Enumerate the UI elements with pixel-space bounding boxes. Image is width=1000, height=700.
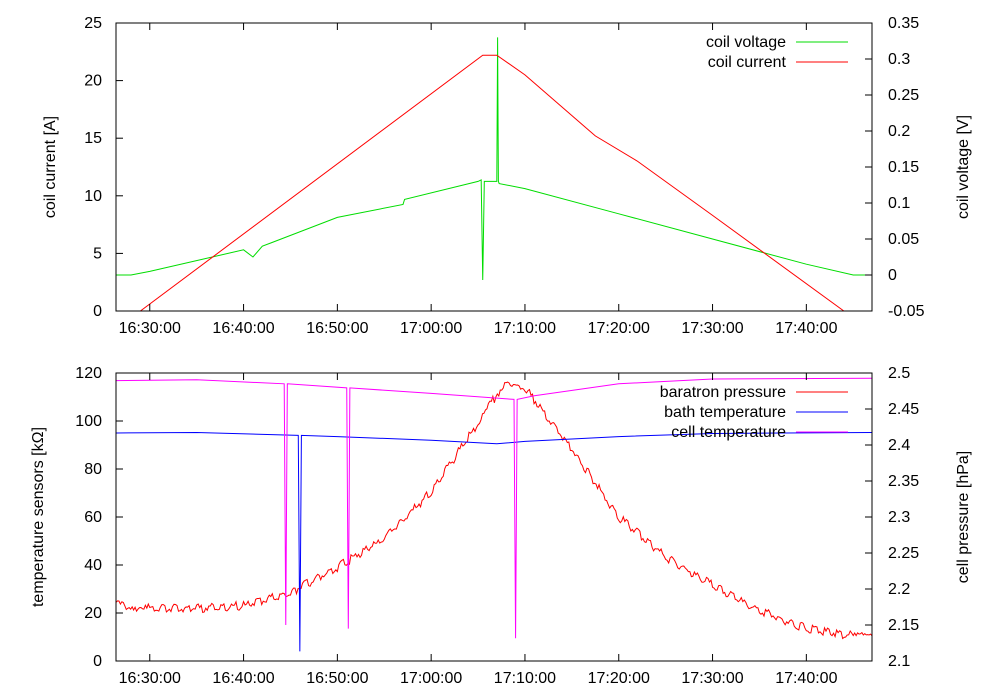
y2-tick-label: 0.15 bbox=[888, 159, 919, 176]
series-line-coil-voltage bbox=[116, 37, 872, 281]
x-tick-label: 17:00:00 bbox=[400, 320, 462, 337]
y2-axis-label: coil voltage [V] bbox=[955, 115, 972, 219]
x-tick-label: 16:30:00 bbox=[119, 320, 181, 337]
y2-tick-label: 0.05 bbox=[888, 231, 919, 248]
x-tick-label: 16:30:00 bbox=[119, 670, 181, 687]
x-tick-label: 17:00:00 bbox=[400, 670, 462, 687]
legend-label: cell temperature bbox=[671, 424, 786, 441]
y-tick-label: 5 bbox=[93, 245, 102, 262]
y-tick-label: 25 bbox=[84, 15, 102, 32]
series-line-coil-current bbox=[139, 54, 845, 311]
y2-tick-label: 2.3 bbox=[888, 509, 910, 526]
y-tick-label: 20 bbox=[84, 605, 102, 622]
y2-axis-label: cell pressure [hPa] bbox=[955, 451, 972, 584]
x-tick-label: 17:30:00 bbox=[681, 670, 743, 687]
legend-label: coil voltage bbox=[706, 34, 786, 51]
y2-tick-label: 2.25 bbox=[888, 545, 919, 562]
y-tick-label: 0 bbox=[93, 653, 102, 670]
x-tick-label: 17:40:00 bbox=[775, 670, 837, 687]
legend-label: baratron pressure bbox=[660, 384, 786, 401]
y2-tick-label: 0.3 bbox=[888, 51, 910, 68]
y2-tick-label: 0.2 bbox=[888, 123, 910, 140]
top-panel: 16:30:00 16:40:00 16:50:00 17:00:00 17:10:00… bbox=[42, 15, 972, 337]
y-tick-label: 0 bbox=[93, 303, 102, 320]
y2-tick-label: 2.35 bbox=[888, 473, 919, 490]
series-line-bath-temperature bbox=[116, 432, 872, 652]
y2-tick-label: 2.2 bbox=[888, 581, 910, 598]
y2-tick-label: 0 bbox=[888, 267, 897, 284]
y-axis-label: temperature sensors [kΩ] bbox=[30, 427, 47, 607]
x-tick-label: 17:20:00 bbox=[588, 670, 650, 687]
legend-label: bath temperature bbox=[664, 404, 786, 421]
legend: baratron pressure bath temperature cell te… bbox=[660, 384, 848, 441]
x-tick-label: 17:30:00 bbox=[681, 320, 743, 337]
y2-tick-label: 0.35 bbox=[888, 15, 919, 32]
y2-tick-label: 0.25 bbox=[888, 87, 919, 104]
y-tick-label: 80 bbox=[84, 461, 102, 478]
y2-tick-label: -0.05 bbox=[888, 303, 925, 320]
y2-tick-label: 2.45 bbox=[888, 401, 919, 418]
y-tick-label: 40 bbox=[84, 557, 102, 574]
x-tick-label: 17:20:00 bbox=[588, 320, 650, 337]
legend-label: coil current bbox=[708, 54, 787, 71]
plot-area bbox=[116, 377, 872, 652]
x-tick-label: 17:10:00 bbox=[494, 320, 556, 337]
series-line-baratron-pressure bbox=[116, 381, 872, 640]
y-tick-label: 100 bbox=[75, 413, 102, 430]
y-tick-label: 120 bbox=[75, 365, 102, 382]
x-tick-label: 16:40:00 bbox=[212, 670, 274, 687]
x-tick-label: 16:50:00 bbox=[306, 320, 368, 337]
bottom-panel: 16:30:00 16:40:00 16:50:00 17:00:00 17:10:00… bbox=[30, 365, 972, 687]
y-tick-label: 20 bbox=[84, 73, 102, 90]
y-tick-label: 10 bbox=[84, 188, 102, 205]
y2-tick-label: 2.1 bbox=[888, 653, 910, 670]
y2-tick-label: 2.15 bbox=[888, 617, 919, 634]
y-axis-label: coil current [A] bbox=[42, 116, 59, 218]
x-tick-label: 17:40:00 bbox=[775, 320, 837, 337]
series-line-cell-temperature bbox=[116, 377, 872, 639]
y2-tick-label: 0.1 bbox=[888, 195, 910, 212]
y-tick-label: 60 bbox=[84, 509, 102, 526]
plot-area bbox=[116, 37, 872, 311]
legend: coil voltage coil current bbox=[706, 34, 848, 71]
y-tick-label: 15 bbox=[84, 130, 102, 147]
y2-tick-label: 2.5 bbox=[888, 365, 910, 382]
y2-tick-label: 2.4 bbox=[888, 437, 910, 454]
x-tick-label: 16:50:00 bbox=[306, 670, 368, 687]
x-tick-label: 16:40:00 bbox=[212, 320, 274, 337]
x-tick-label: 17:10:00 bbox=[494, 670, 556, 687]
